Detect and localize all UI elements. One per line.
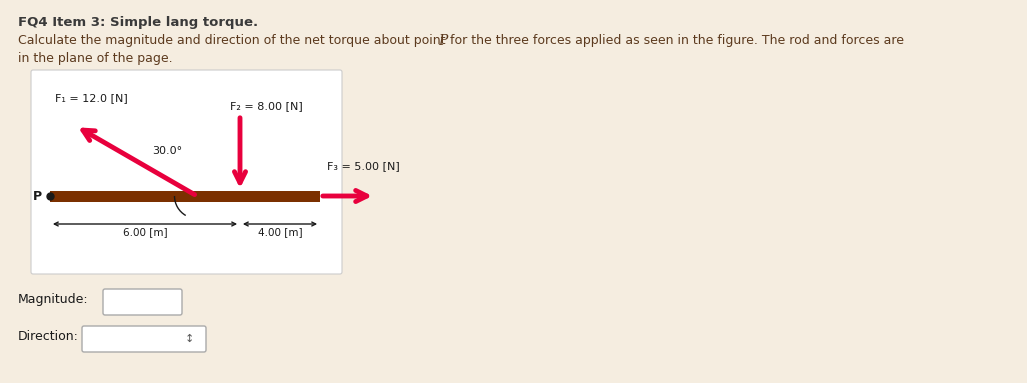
- FancyBboxPatch shape: [31, 70, 342, 274]
- Text: for the three forces applied as seen in the figure. The rod and forces are: for the three forces applied as seen in …: [446, 34, 904, 47]
- Text: Calculate the magnitude and direction of the net torque about point: Calculate the magnitude and direction of…: [18, 34, 450, 47]
- Text: F₃ = 5.00 [N]: F₃ = 5.00 [N]: [327, 161, 400, 171]
- Text: P: P: [33, 190, 42, 203]
- Text: P: P: [438, 34, 448, 48]
- Text: FQ4 Item 3: Simple lang torque.: FQ4 Item 3: Simple lang torque.: [18, 16, 258, 29]
- Text: 30.0°: 30.0°: [152, 146, 182, 156]
- Text: ↕: ↕: [184, 334, 194, 344]
- Text: Magnitude:: Magnitude:: [18, 293, 88, 306]
- FancyBboxPatch shape: [82, 326, 206, 352]
- Text: 6.00 [m]: 6.00 [m]: [122, 227, 167, 237]
- Text: F₂ = 8.00 [N]: F₂ = 8.00 [N]: [230, 101, 303, 111]
- Text: in the plane of the page.: in the plane of the page.: [18, 52, 173, 65]
- Text: 4.00 [m]: 4.00 [m]: [258, 227, 302, 237]
- Text: Direction:: Direction:: [18, 330, 79, 343]
- Text: F₁ = 12.0 [N]: F₁ = 12.0 [N]: [55, 93, 127, 103]
- FancyBboxPatch shape: [103, 289, 182, 315]
- Bar: [50, 191, 320, 202]
